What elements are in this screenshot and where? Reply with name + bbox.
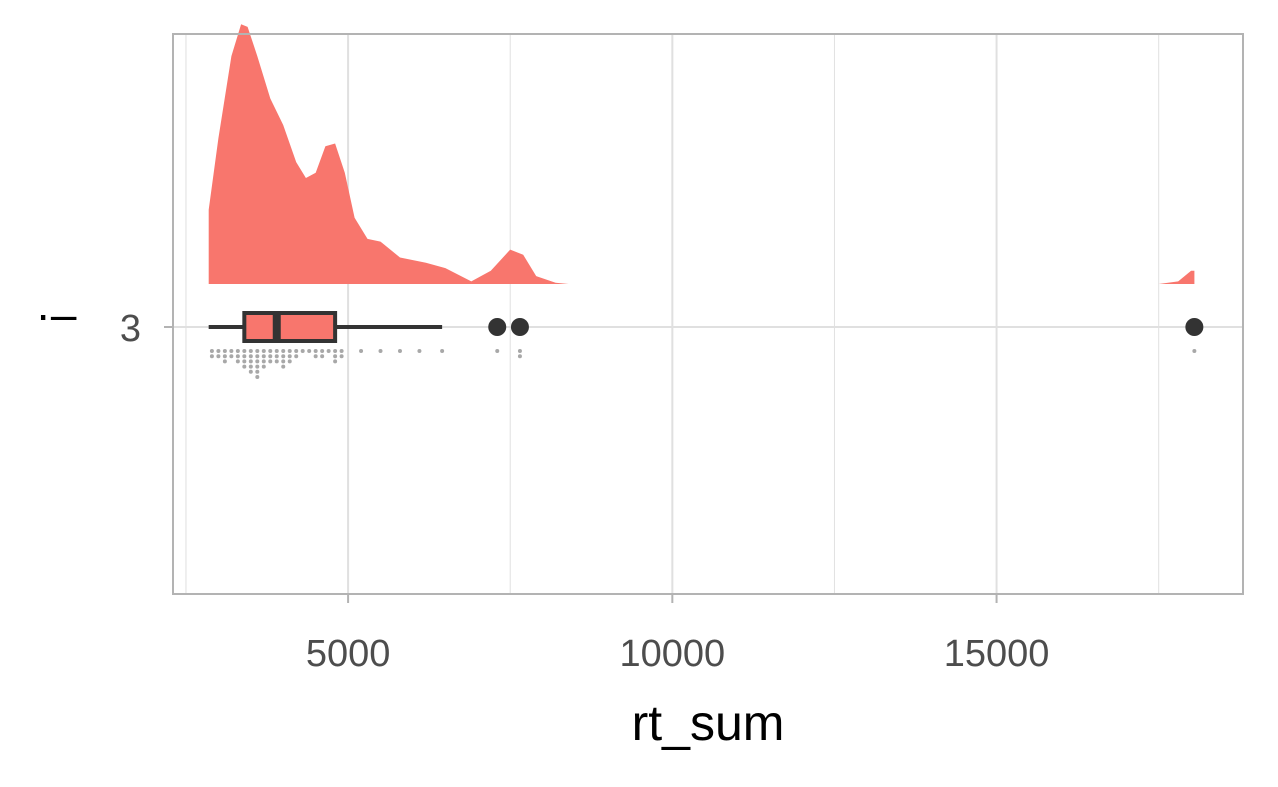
rain-dot	[320, 349, 325, 353]
rain-dot	[248, 354, 253, 359]
rain-dot	[242, 354, 247, 359]
rain-dot	[333, 359, 338, 364]
panel-border	[172, 33, 1244, 595]
rain-dot	[248, 369, 253, 374]
rain-dots-layer	[209, 349, 1197, 379]
rain-dot	[248, 364, 253, 369]
box-iqr	[242, 311, 338, 343]
rain-dot	[287, 349, 292, 353]
rain-dot	[268, 359, 273, 364]
rain-dot	[1192, 349, 1197, 353]
rain-dot	[235, 354, 240, 359]
rain-dot	[216, 354, 221, 359]
rain-dot	[339, 349, 344, 353]
rain-dot	[287, 359, 292, 364]
x-tick-label: 10000	[619, 633, 725, 675]
rain-dot	[287, 354, 292, 359]
rain-dot	[255, 364, 260, 369]
rain-dot	[281, 349, 286, 353]
rain-dot	[339, 354, 344, 359]
rain-dot	[242, 359, 247, 364]
rain-dot	[209, 349, 214, 353]
rain-dot	[333, 354, 338, 359]
rain-dot	[274, 354, 279, 359]
rain-dot	[255, 375, 260, 379]
rain-dot	[255, 349, 260, 353]
grid-layer	[173, 34, 1243, 594]
y-tick-label: 3	[120, 308, 141, 350]
x-axis-title: rt_sum	[632, 695, 785, 751]
rain-dot	[281, 364, 286, 369]
rain-dot	[307, 349, 312, 353]
rain-dot	[274, 359, 279, 364]
rain-dot	[222, 354, 227, 359]
rain-dot	[222, 349, 227, 353]
rain-dot	[268, 354, 273, 359]
rain-dot	[333, 349, 338, 353]
y-axis-title: ·–	[36, 288, 77, 340]
rain-dot	[313, 349, 318, 353]
rain-dot	[222, 359, 227, 364]
rain-dot	[261, 364, 266, 369]
rain-dot	[235, 349, 240, 353]
rain-dot	[378, 349, 383, 353]
rain-dot	[216, 349, 221, 353]
rain-dot	[229, 354, 234, 359]
rain-dot	[261, 354, 266, 359]
outlier-point	[510, 318, 529, 336]
rain-dot	[326, 349, 331, 353]
x-tick-label: 5000	[306, 633, 391, 675]
rain-dot	[242, 349, 247, 353]
rain-dot	[248, 349, 253, 353]
rain-dot	[255, 359, 260, 364]
boxplot-layer	[208, 311, 1204, 343]
density-cloud-layer	[208, 24, 1195, 285]
rain-dot	[248, 359, 253, 364]
rain-dot	[300, 349, 305, 353]
rain-dot	[209, 354, 214, 359]
rain-dot	[235, 359, 240, 364]
rain-dot	[281, 354, 286, 359]
rain-dot	[294, 354, 299, 359]
rain-dot	[268, 349, 273, 353]
rain-dot	[517, 354, 522, 359]
outlier-point	[1185, 318, 1204, 336]
rain-dot	[320, 354, 325, 359]
rain-dot	[229, 349, 234, 353]
rain-dot	[261, 349, 266, 353]
rain-dot	[359, 349, 364, 353]
rain-dot	[281, 359, 286, 364]
rain-dot	[255, 369, 260, 374]
rain-dot	[294, 349, 299, 353]
density-cloud	[1158, 270, 1195, 284]
rain-dot	[397, 349, 402, 353]
rain-dot	[242, 364, 247, 369]
x-tick-label: 15000	[944, 633, 1050, 675]
outlier-point	[488, 318, 507, 336]
density-cloud	[208, 24, 569, 285]
rain-dot	[313, 354, 318, 359]
rain-dot	[255, 354, 260, 359]
rain-dot	[261, 359, 266, 364]
rain-dot	[274, 349, 279, 353]
rain-dot	[440, 349, 445, 353]
rain-dot	[517, 349, 522, 353]
rain-dot	[417, 349, 422, 353]
axis-layer: 5000 10000 15000 3	[120, 308, 1050, 675]
rain-dot	[495, 349, 500, 353]
